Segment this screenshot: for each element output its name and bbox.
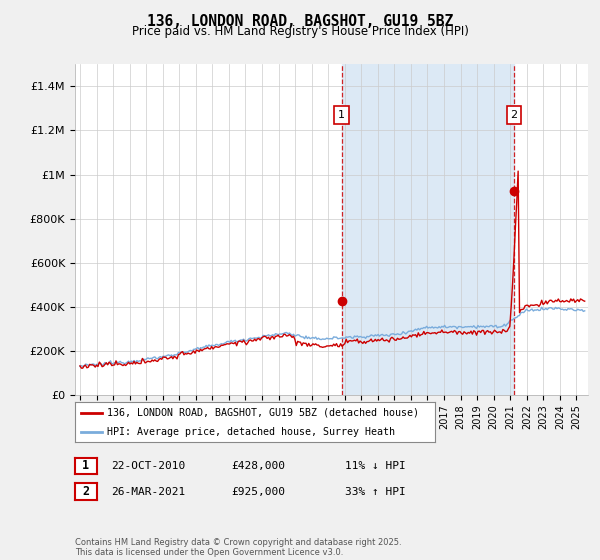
Text: 11% ↓ HPI: 11% ↓ HPI: [345, 461, 406, 471]
Text: 2: 2: [82, 485, 89, 498]
Text: HPI: Average price, detached house, Surrey Heath: HPI: Average price, detached house, Surr…: [107, 427, 395, 436]
Text: 136, LONDON ROAD, BAGSHOT, GU19 5BZ: 136, LONDON ROAD, BAGSHOT, GU19 5BZ: [147, 14, 453, 29]
Text: Price paid vs. HM Land Registry's House Price Index (HPI): Price paid vs. HM Land Registry's House …: [131, 25, 469, 38]
Text: 1: 1: [338, 110, 345, 120]
Text: 136, LONDON ROAD, BAGSHOT, GU19 5BZ (detached house): 136, LONDON ROAD, BAGSHOT, GU19 5BZ (det…: [107, 408, 419, 418]
Text: 22-OCT-2010: 22-OCT-2010: [111, 461, 185, 471]
Text: 2: 2: [511, 110, 518, 120]
Bar: [341, 64, 514, 395]
Text: £925,000: £925,000: [231, 487, 285, 497]
Text: £428,000: £428,000: [231, 461, 285, 471]
Text: 33% ↑ HPI: 33% ↑ HPI: [345, 487, 406, 497]
Text: 1: 1: [82, 459, 89, 473]
Text: 26-MAR-2021: 26-MAR-2021: [111, 487, 185, 497]
Text: Contains HM Land Registry data © Crown copyright and database right 2025.
This d: Contains HM Land Registry data © Crown c…: [75, 538, 401, 557]
